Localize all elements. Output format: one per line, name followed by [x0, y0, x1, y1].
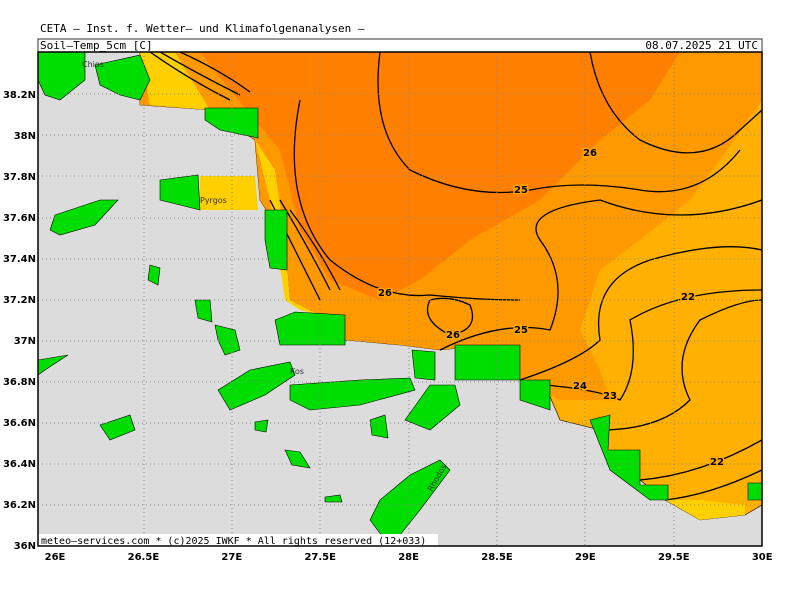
lat-label: 36.8N	[3, 377, 36, 388]
map-frame	[37, 51, 763, 547]
footer: meteo–services.com * (c)2025 IWKF * All …	[41, 536, 426, 547]
place-name: Kos	[290, 367, 304, 376]
lat-label: 37.2N	[3, 295, 36, 306]
variable-label: Soil–Temp_5cm [C]	[40, 39, 153, 52]
land-cool-band	[140, 52, 745, 520]
lat-label: 36.2N	[3, 500, 36, 511]
lon-label: 26.5E	[128, 552, 160, 563]
contour-label: 23	[603, 391, 617, 402]
labels: 38.2N 38N 37.8N 37.6N 37.4N 37.2N 37N 36.8N 36.6…	[3, 60, 773, 563]
lon-label: 30E	[752, 552, 773, 563]
lon-label: 27.5E	[304, 552, 336, 563]
land-cool-patch	[200, 176, 258, 210]
lon-label: 27E	[221, 552, 242, 563]
lon-label: 28.5E	[481, 552, 513, 563]
contour-label: 26	[378, 288, 392, 299]
contour-label: 22	[710, 457, 724, 468]
lat-label: 37.8N	[3, 172, 36, 183]
map-area	[38, 52, 762, 546]
lon-label: 26E	[45, 552, 66, 563]
datetime: 08.07.2025 21 UTC	[645, 39, 758, 52]
lat-label: 36.6N	[3, 418, 36, 429]
lat-label: 37.6N	[3, 213, 36, 224]
contour-label: 22	[681, 292, 695, 303]
lon-label: 28E	[398, 552, 419, 563]
header-title: CETA – Inst. f. Wetter– und Klimafolgena…	[40, 22, 365, 35]
place-name: Chios	[82, 60, 104, 69]
lon-label: 29.5E	[658, 552, 690, 563]
contour-label: 25	[514, 185, 528, 196]
lon-label: 29E	[575, 552, 596, 563]
lat-label: 36N	[14, 541, 36, 552]
contour-label: 24	[573, 381, 587, 392]
lat-label: 38N	[14, 131, 36, 142]
islands	[38, 52, 762, 541]
lat-label: 36.4N	[3, 459, 36, 470]
lat-label: 37.4N	[3, 254, 36, 265]
contour-label: 25	[514, 325, 528, 336]
contour-label: 26	[446, 330, 460, 341]
lat-label: 38.2N	[3, 90, 36, 101]
lat-label: 37N	[14, 336, 36, 347]
contour-label: 26	[583, 148, 597, 159]
land-hottest	[200, 52, 680, 300]
footer-bg	[38, 534, 438, 546]
place-name: Pyrgos	[200, 196, 227, 205]
